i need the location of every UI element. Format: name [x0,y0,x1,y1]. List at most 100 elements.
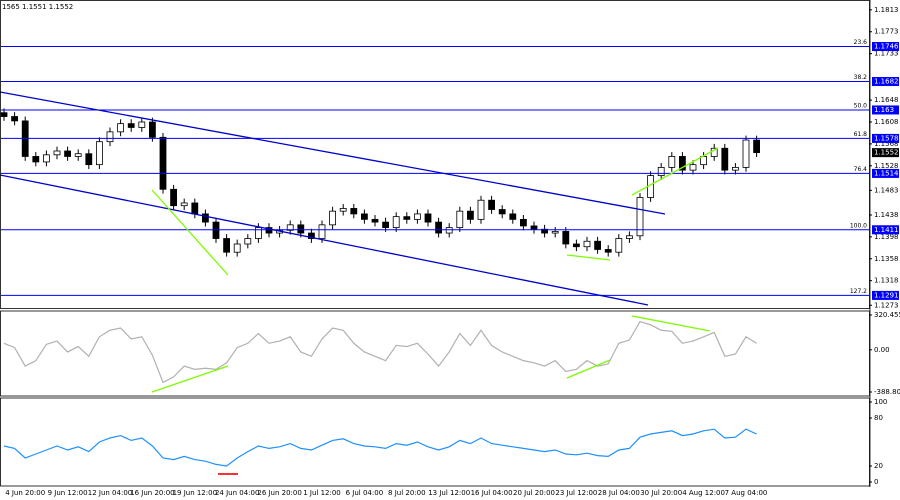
candle-body [297,224,305,234]
trend-line [151,365,229,393]
channel-lower [0,174,649,306]
level-name: 61.8 [854,131,868,138]
mark-layer [0,46,869,467]
x-tick-label: 7 Aug 04:00 [725,489,768,497]
x-tick-label: 13 Jul 12:00 [428,489,470,497]
candle-body [541,228,548,234]
y-tick-label: -388.803 [874,388,900,396]
price-box [872,77,899,87]
candle-body [477,199,485,220]
candle-body [265,227,273,234]
x-tick-label: 1 Jul 12:00 [303,489,341,497]
y-tick-label: 0.00 [874,346,890,354]
candle-body [732,167,739,171]
x-tick-label: 24 Jun 04:00 [215,489,259,497]
candle-body [117,123,124,133]
y-tick-label: 0 [874,478,878,486]
candle-body [583,240,591,248]
y-tick-label: 1.1568 [874,140,899,148]
y-tick-label: 20 [874,462,883,470]
trend-line [631,315,711,332]
y-tick-label: 100 [874,398,887,406]
candle-body [721,147,729,171]
candle-body [339,208,347,212]
candle-body [360,213,368,220]
candle-body [551,231,559,234]
candle-body [329,210,337,226]
level-name: 50.0 [854,102,868,109]
rsi-panel [0,397,870,487]
level-name: 23.6 [854,39,868,46]
candle-body [636,197,644,237]
candle-body [413,213,421,220]
price-panel [0,0,870,309]
price-box-label: 1.1682 [874,78,899,86]
candle-body [127,123,135,128]
candle-body [456,210,464,228]
candle-body [742,139,750,168]
y-tick-label: 1.1358 [874,255,899,263]
candle-body [307,232,315,239]
candle-body [509,213,517,220]
level-name: 127.2 [850,288,867,295]
last-price-label: 1.1552 [874,149,899,157]
candle-body [488,199,496,210]
x-tick-label: 12 Jun 04:00 [88,489,132,497]
candle-body [657,167,665,177]
candle-body [679,156,686,171]
y-tick-label: 1.1318 [874,277,899,285]
candle-body [435,221,443,234]
y-tick-label: 1.1733 [874,50,899,58]
x-tick-label: 9 Jun 12:00 [48,489,88,497]
x-tick-label: 6 Jul 04:00 [346,489,384,497]
candle-body [212,221,220,239]
y-tick-label: 1.1273 [874,301,899,309]
x-tick-label: 8 Jul 20:00 [388,489,426,497]
candle-body [318,224,326,239]
candle-body [615,238,623,253]
candle-body [138,121,146,128]
trend-line [151,189,229,276]
x-tick-label: 30 Jul 20:00 [640,489,682,497]
cci-panel [0,310,870,397]
x-tick-label: 28 Jul 04:00 [598,489,640,497]
price-box [872,148,899,158]
price-box [872,105,899,115]
candle-body [223,238,231,253]
frames [0,0,870,487]
y-tick-label: 1.1398 [874,233,899,241]
price-box [872,168,899,178]
candle-body [403,216,411,220]
price-box [872,42,899,52]
candle-body [180,202,188,207]
candle-body [191,202,199,215]
annotations [0,91,719,475]
y-tick-label: 1.1648 [874,96,899,104]
indicator-line [3,428,757,467]
channel-upper [0,91,666,215]
candle-body [32,156,40,163]
x-tick-label: 16 Jun 20:00 [130,489,174,497]
y-tick-label: 1.1773 [874,28,899,36]
candle-body [530,225,538,230]
price-box-label: 1.1578 [874,134,899,142]
trend-line [566,359,611,379]
candle-body [594,240,601,250]
x-tick-label: 16 Jul 04:00 [471,489,513,497]
y-tick-label: 1.1813 [874,6,899,14]
candle-body [382,221,390,228]
x-tick-label: 26 Jun 20:00 [257,489,301,497]
candle-body [254,227,262,239]
price-box [872,225,899,235]
candle-body [244,238,252,245]
candle-body [562,231,570,245]
candle-body [148,121,156,138]
level-name: 100.0 [850,222,867,229]
indicator-line [3,320,757,384]
candle-body [445,227,453,234]
candle-body [498,209,506,215]
candle-body [170,188,178,207]
y-tick-label: 1.1528 [874,162,899,170]
